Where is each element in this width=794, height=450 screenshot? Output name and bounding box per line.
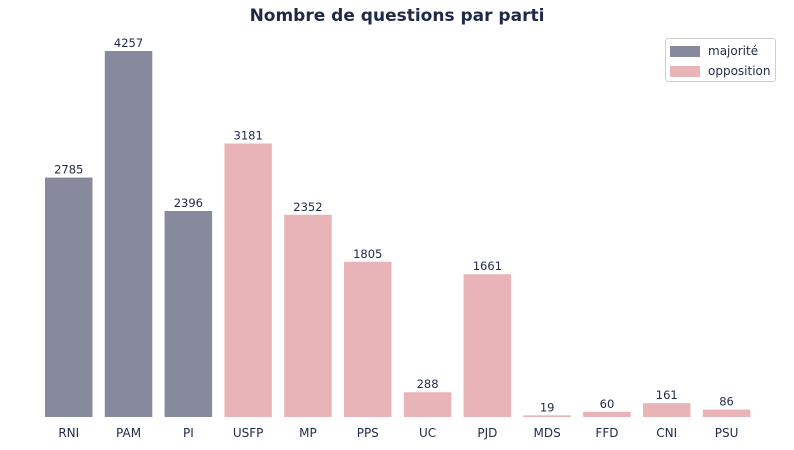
legend-swatch-opposition	[670, 65, 700, 77]
bar-psu	[702, 409, 751, 417]
bar-mp	[284, 214, 332, 417]
x-tick-label-pps: PPS	[357, 426, 379, 440]
bar-pps	[344, 261, 392, 417]
chart-legend: majorité opposition	[665, 38, 776, 82]
x-tick-label-rni: RNI	[58, 426, 79, 440]
data-label-pjd: 1661	[473, 259, 502, 273]
x-tick-label-psu: PSU	[715, 426, 739, 440]
x-tick-label-mp: MP	[299, 426, 317, 440]
legend-item-opposition: opposition	[666, 61, 775, 81]
data-label-cni: 161	[656, 388, 678, 402]
data-label-pam: 4257	[114, 36, 143, 50]
x-tick-label-pam: PAM	[116, 426, 141, 440]
legend-label-majorite: majorité	[708, 44, 759, 58]
x-tick-label-usfp: USFP	[233, 426, 264, 440]
legend-item-majorite: majorité	[666, 41, 775, 61]
bar-pam	[104, 51, 153, 417]
legend-label-opposition: opposition	[708, 64, 771, 78]
x-tick-label-uc: UC	[419, 426, 436, 440]
data-label-mp: 2352	[293, 200, 322, 214]
legend-swatch-majorite	[670, 45, 700, 57]
x-tick-label-pjd: PJD	[477, 426, 497, 440]
data-label-ffd: 60	[600, 397, 615, 411]
chart-title: Nombre de questions par parti	[249, 6, 545, 26]
data-label-uc: 288	[417, 377, 439, 391]
bar-uc	[403, 392, 452, 417]
bar-usfp	[224, 143, 272, 417]
bar-pjd	[463, 274, 512, 417]
bar-cni	[643, 403, 691, 417]
bar-rni	[45, 177, 93, 417]
data-label-pi: 2396	[174, 196, 203, 210]
data-label-mds: 19	[540, 400, 555, 414]
x-tick-label-cni: CNI	[656, 426, 677, 440]
bar-ffd	[583, 411, 631, 417]
bar-pi	[164, 211, 213, 417]
data-label-psu: 86	[719, 395, 734, 409]
x-tick-label-mds: MDS	[534, 426, 561, 440]
data-label-rni: 2785	[54, 163, 83, 177]
data-label-usfp: 3181	[234, 129, 263, 143]
x-tick-label-ffd: FFD	[595, 426, 618, 440]
x-tick-label-pi: PI	[183, 426, 194, 440]
bar-mds	[523, 415, 571, 417]
data-label-pps: 1805	[353, 247, 382, 261]
